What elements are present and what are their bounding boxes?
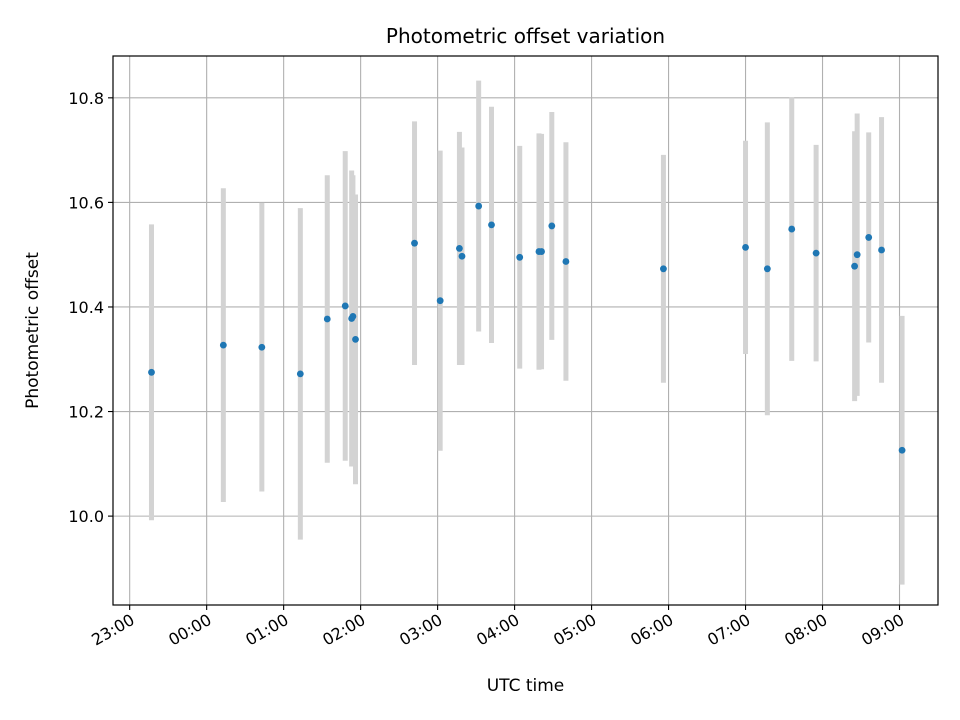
- data-point: [475, 202, 483, 210]
- data-point: [812, 249, 820, 257]
- y-axis-ticks: 10.0 10.2 10.4 10.6 10.8: [68, 89, 113, 526]
- y-tick-label: 10.0: [68, 507, 104, 526]
- y-tick-label: 10.2: [68, 403, 104, 422]
- y-axis-title: Photometric offset: [23, 252, 43, 409]
- data-point: [865, 234, 873, 241]
- data-point: [853, 251, 861, 259]
- data-point: [763, 265, 771, 273]
- data-point: [323, 315, 331, 323]
- y-tick-label: 10.4: [68, 298, 104, 317]
- data-point: [538, 248, 545, 255]
- data-point: [516, 253, 524, 261]
- data-point: [562, 258, 570, 265]
- data-point: [878, 246, 885, 254]
- data-point: [296, 370, 304, 378]
- chart-title: Photometric offset variation: [386, 24, 665, 48]
- data-point: [456, 245, 463, 252]
- data-point: [219, 341, 227, 349]
- data-point: [742, 243, 749, 251]
- data-point: [458, 252, 466, 260]
- data-point: [258, 343, 266, 351]
- data-point: [349, 312, 357, 320]
- data-point: [548, 222, 556, 230]
- plot-area-frame: [112, 55, 939, 606]
- data-point: [341, 302, 349, 310]
- data-point: [788, 225, 796, 233]
- y-tick-label: 10.8: [68, 89, 104, 108]
- y-tick-label: 10.6: [68, 193, 104, 212]
- data-point: [851, 262, 859, 270]
- data-point: [436, 297, 444, 305]
- data-point: [352, 335, 359, 343]
- data-point: [411, 239, 418, 247]
- data-point: [660, 265, 667, 273]
- data-point: [488, 221, 495, 229]
- data-point: [148, 368, 155, 376]
- x-axis-title: UTC time: [487, 676, 565, 696]
- data-point: [898, 446, 906, 454]
- data-points: [148, 202, 906, 454]
